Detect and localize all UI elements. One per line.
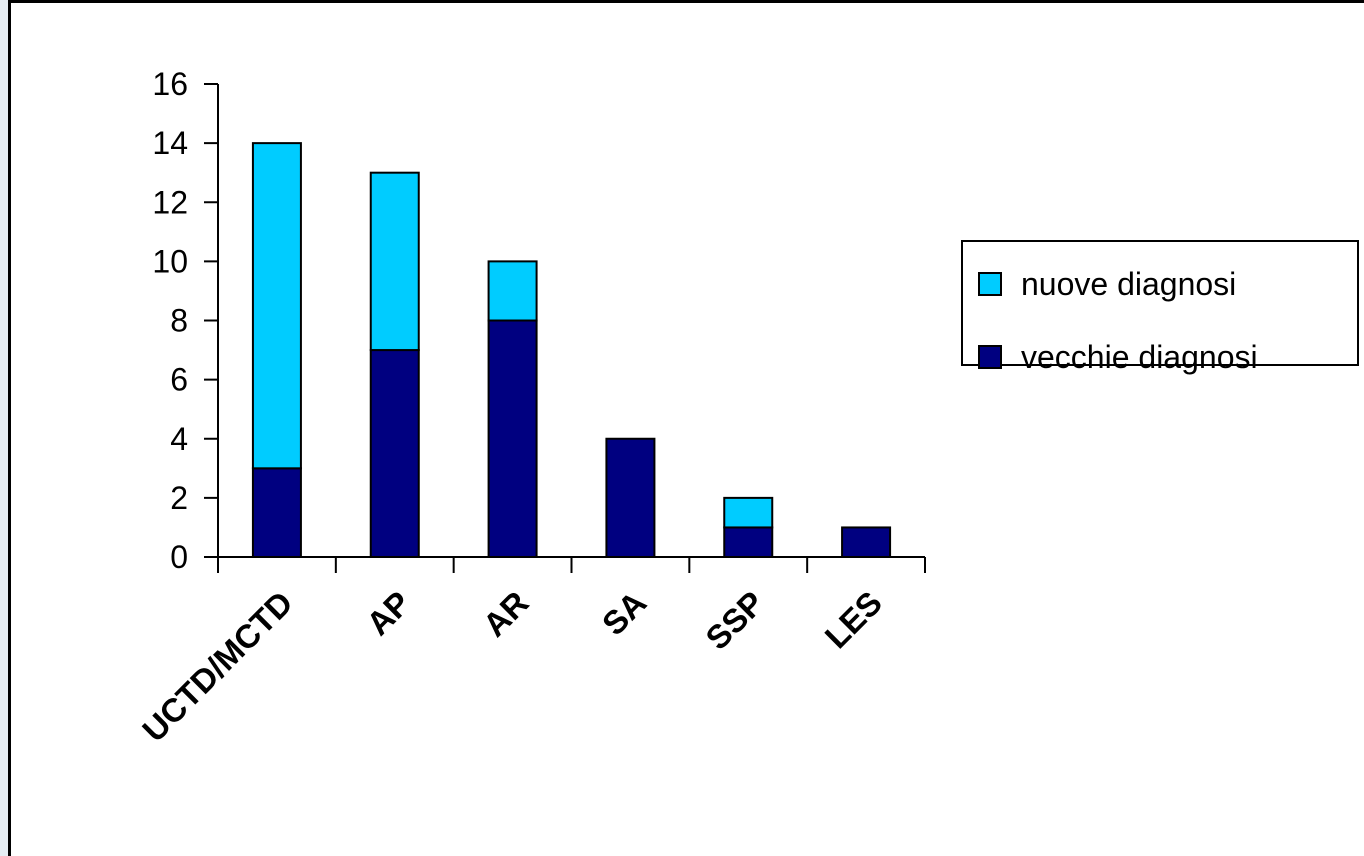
x-tick-labels: UCTD/MCTD AP AR SA SSP LES bbox=[135, 584, 889, 749]
bar-uctd-mctd-nuove-diagnosi bbox=[251, 142, 302, 470]
legend-swatch-vecchie-diagnosi bbox=[978, 345, 1002, 369]
bar-ssp-nuove-diagnosi bbox=[723, 496, 774, 529]
y-tick-label: 14 bbox=[152, 125, 188, 161]
legend-label-nuove-diagnosi: nuove diagnosi bbox=[1021, 266, 1236, 302]
bar-ssp-vecchie-diagnosi bbox=[723, 526, 774, 558]
legend: nuove diagnosi vecchie diagnosi bbox=[961, 240, 1359, 375]
x-tick-label-ar: AR bbox=[476, 584, 536, 644]
bar-ar-nuove-diagnosi bbox=[487, 260, 538, 322]
x-tick-label-les: LES bbox=[817, 584, 889, 656]
legend-swatch-nuove-diagnosi bbox=[978, 272, 1002, 296]
y-tick-label: 10 bbox=[152, 243, 188, 279]
y-tick-labels: 0 2 4 6 8 10 12 14 16 bbox=[152, 66, 188, 575]
legend-label-vecchie-diagnosi: vecchie diagnosi bbox=[1021, 339, 1258, 375]
x-tick-label-ap: AP bbox=[359, 584, 418, 643]
legend-box bbox=[961, 240, 1359, 366]
y-tick-label: 6 bbox=[170, 362, 188, 398]
y-tick-label: 2 bbox=[170, 480, 188, 516]
bar-ar-vecchie-diagnosi bbox=[487, 319, 538, 558]
y-tick-label: 0 bbox=[170, 539, 188, 575]
bar-ap-vecchie-diagnosi bbox=[369, 349, 420, 558]
axes-layer bbox=[204, 83, 926, 573]
y-tick-label: 4 bbox=[170, 421, 188, 457]
bar-uctd-mctd-vecchie-diagnosi bbox=[251, 467, 302, 558]
y-tick-label: 16 bbox=[152, 66, 188, 102]
y-tick-label: 12 bbox=[152, 184, 188, 220]
x-tick-label-ssp: SSP bbox=[698, 584, 771, 657]
bar-sa-vecchie-diagnosi bbox=[605, 437, 656, 558]
x-tick-label-uctd-mctd: UCTD/MCTD bbox=[135, 584, 300, 749]
bar-les-vecchie-diagnosi bbox=[841, 526, 892, 558]
x-tick-label-sa: SA bbox=[595, 584, 654, 643]
bar-ap-nuove-diagnosi bbox=[369, 171, 420, 352]
bars-layer bbox=[251, 142, 892, 558]
slide-frame bbox=[8, 0, 1364, 856]
y-tick-label: 8 bbox=[170, 303, 188, 339]
